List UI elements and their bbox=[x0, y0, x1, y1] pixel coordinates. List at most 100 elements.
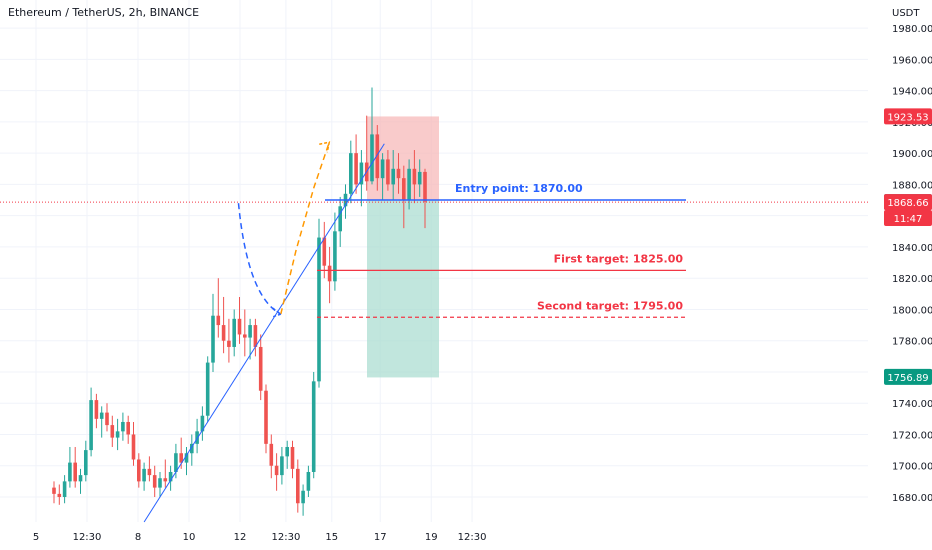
candle-body bbox=[78, 475, 83, 482]
price-badge bbox=[884, 210, 932, 227]
price-badge bbox=[884, 108, 932, 125]
candle-body bbox=[237, 318, 242, 335]
take-profit-zone bbox=[367, 200, 439, 378]
candle-body bbox=[274, 465, 279, 476]
price-badge-label: 1756.89 bbox=[887, 373, 928, 384]
price-badge-label: 1868.66 bbox=[887, 198, 928, 209]
candle-body bbox=[163, 478, 168, 482]
candle-body bbox=[423, 171, 427, 202]
y-tick-label: 1720.00 bbox=[892, 430, 932, 441]
x-tick-label: 12:30 bbox=[73, 532, 102, 543]
candle-body bbox=[121, 421, 125, 432]
candle-body bbox=[84, 450, 88, 476]
candle-body bbox=[216, 315, 221, 326]
candle-body bbox=[285, 446, 289, 457]
candle-body bbox=[99, 412, 104, 419]
candle-body bbox=[131, 434, 136, 460]
x-tick-label: 19 bbox=[425, 532, 438, 543]
candle-body bbox=[375, 134, 380, 179]
price-badge-label: 1923.53 bbox=[887, 112, 928, 123]
candle-body bbox=[158, 478, 162, 488]
candle-body bbox=[370, 134, 374, 182]
candle-body bbox=[57, 493, 62, 497]
y-tick-label: 1880.00 bbox=[892, 180, 932, 191]
candle-body bbox=[152, 475, 157, 488]
projection-down-arrowhead bbox=[271, 307, 283, 318]
candle-body bbox=[396, 168, 401, 179]
candle-body bbox=[227, 340, 231, 347]
y-tick-label: 1980.00 bbox=[892, 24, 932, 35]
y-tick-label: 1700.00 bbox=[892, 462, 932, 473]
candles bbox=[52, 87, 427, 516]
price-badge-label: 11:47 bbox=[894, 214, 923, 225]
price-axis: 1680.001700.001720.001740.001760.001780.… bbox=[33, 8, 932, 543]
candle-body bbox=[333, 231, 337, 282]
x-tick-label: 5 bbox=[33, 532, 39, 543]
candle-body bbox=[205, 362, 210, 416]
candle-body bbox=[232, 318, 236, 347]
candle-body bbox=[52, 487, 56, 494]
candle-body bbox=[417, 171, 422, 185]
x-tick-label: 15 bbox=[325, 532, 338, 543]
x-tick-label: 12:30 bbox=[271, 532, 300, 543]
candle-body bbox=[338, 206, 342, 232]
candle-body bbox=[407, 168, 411, 201]
x-tick-label: 17 bbox=[374, 532, 387, 543]
candle-body bbox=[354, 153, 358, 185]
candle-body bbox=[137, 459, 141, 482]
candle-body bbox=[110, 425, 115, 438]
y-tick-label: 1840.00 bbox=[892, 243, 932, 254]
y-tick-label: 1680.00 bbox=[892, 493, 932, 504]
x-tick-label: 12:30 bbox=[458, 532, 487, 543]
candle-body bbox=[184, 453, 189, 463]
candle-body bbox=[359, 162, 364, 185]
x-tick-label: 10 bbox=[183, 532, 196, 543]
y-tick-label: 1740.00 bbox=[892, 399, 932, 410]
candle-body bbox=[402, 178, 406, 201]
candle-body bbox=[105, 412, 109, 426]
price-badge bbox=[884, 194, 932, 211]
candle-body bbox=[200, 415, 205, 432]
chart-title: Ethereum / TetherUS, 2h, BINANCE bbox=[8, 6, 200, 19]
candle-body bbox=[301, 490, 305, 504]
candle-body bbox=[174, 453, 178, 472]
candle-body bbox=[322, 237, 327, 266]
candle-body bbox=[248, 325, 252, 338]
entry-label: Entry point: 1870.00 bbox=[455, 182, 583, 195]
candle-body bbox=[391, 168, 395, 185]
candle-body bbox=[243, 334, 247, 338]
x-tick-label: 8 bbox=[135, 532, 141, 543]
candle-body bbox=[73, 462, 77, 482]
candle-body bbox=[327, 265, 332, 282]
y-tick-label: 1780.00 bbox=[892, 337, 932, 348]
candle-body bbox=[317, 237, 321, 382]
projection-up-path bbox=[280, 141, 331, 315]
candle-body bbox=[386, 159, 390, 185]
candle-body bbox=[269, 443, 274, 466]
annotation-lines: Entry point: 1870.00 First target: 1825.0… bbox=[0, 141, 868, 523]
y-tick-label: 1900.00 bbox=[892, 149, 932, 160]
candle-body bbox=[126, 421, 130, 435]
candle-body bbox=[168, 471, 173, 482]
candle-body bbox=[89, 400, 93, 451]
trendline[interactable] bbox=[143, 143, 385, 523]
candle-body bbox=[258, 346, 263, 391]
second-target-label: Second target: 1795.00 bbox=[537, 299, 683, 312]
y-tick-label: 1800.00 bbox=[892, 305, 932, 316]
y-tick-label: 1960.00 bbox=[892, 55, 932, 66]
candle-body bbox=[68, 462, 72, 482]
candle-body bbox=[253, 325, 258, 347]
candle-body bbox=[290, 446, 295, 469]
candle-body bbox=[296, 468, 300, 504]
y-tick-label: 1820.00 bbox=[892, 274, 932, 285]
candle-body bbox=[179, 453, 183, 463]
candle-body bbox=[349, 153, 353, 194]
candle-body bbox=[190, 443, 194, 454]
candle-body bbox=[94, 400, 99, 419]
currency-label: USDT bbox=[892, 8, 920, 19]
projection-down-path bbox=[237, 203, 282, 315]
candle-body bbox=[221, 325, 226, 341]
candle-body bbox=[306, 471, 311, 491]
